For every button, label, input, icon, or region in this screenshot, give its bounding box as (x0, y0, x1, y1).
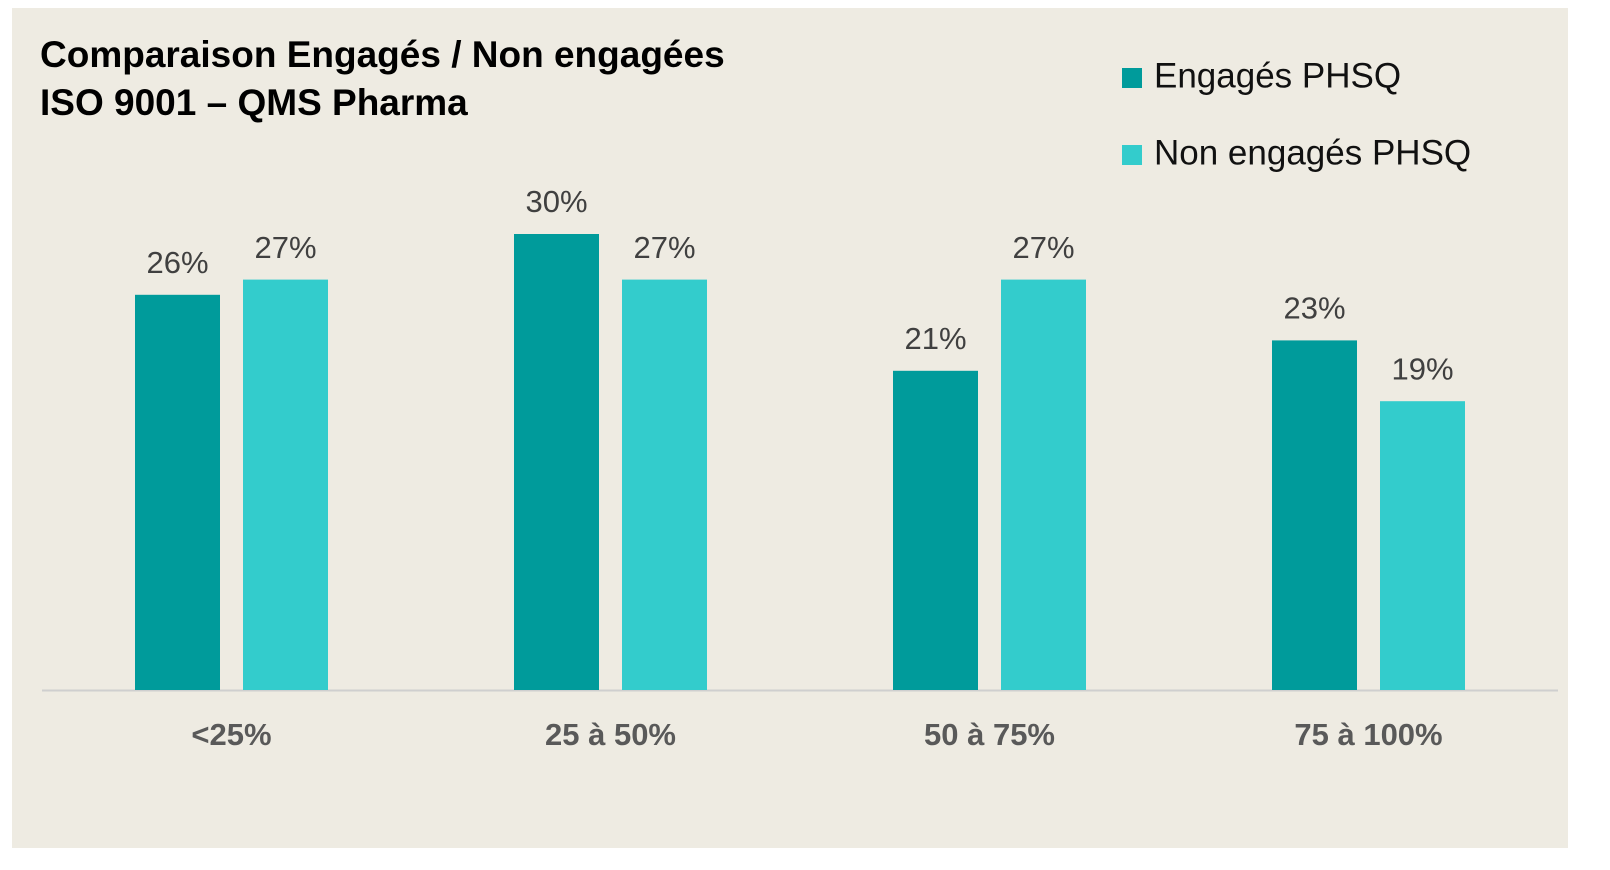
data-label: 26% (146, 245, 208, 280)
legend-label: Non engagés PHSQ (1154, 133, 1471, 172)
data-label: 27% (1012, 230, 1074, 265)
legend-swatch (1122, 145, 1142, 165)
x-tick-label: 75 à 100% (1294, 717, 1442, 752)
data-label: 23% (1283, 291, 1345, 326)
bar (1272, 340, 1357, 690)
data-label: 27% (633, 230, 695, 265)
bar (135, 294, 220, 690)
legend-swatch (1122, 68, 1142, 88)
x-tick-label: <25% (191, 717, 271, 752)
data-label: 27% (254, 230, 316, 265)
data-label: 30% (525, 184, 587, 219)
bar (1001, 279, 1086, 690)
bar (243, 279, 328, 690)
x-tick-label: 25 à 50% (545, 717, 676, 752)
bar (1380, 401, 1465, 690)
chart-title: Comparaison Engagés / Non engagées (40, 34, 725, 75)
legend-label: Engagés PHSQ (1154, 56, 1401, 95)
bar (893, 370, 978, 690)
bar (622, 279, 707, 690)
chart-title: ISO 9001 – QMS Pharma (40, 82, 468, 123)
data-label: 21% (904, 321, 966, 356)
data-label: 19% (1391, 351, 1453, 386)
x-tick-label: 50 à 75% (924, 717, 1055, 752)
bar (514, 234, 599, 690)
